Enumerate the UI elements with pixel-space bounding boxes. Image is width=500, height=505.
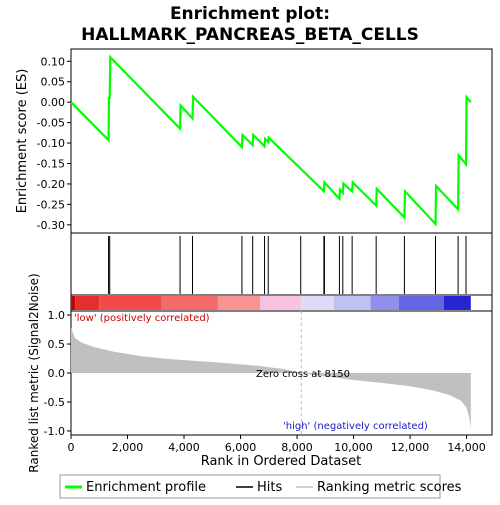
es-ytick-label: -0.20 xyxy=(37,178,65,191)
colorbar-segment xyxy=(217,296,261,310)
es-ylabel: Enrichment score (ES) xyxy=(15,69,30,214)
x-axis-label: Rank in Ordered Dataset xyxy=(201,454,362,469)
es-ytick-label: 0.10 xyxy=(41,55,66,68)
es-layer xyxy=(70,54,472,227)
x-tick-label: 4,000 xyxy=(168,441,200,454)
es-ytick-label: -0.10 xyxy=(37,137,65,150)
colorbar-segment xyxy=(71,296,76,310)
es-curve xyxy=(70,54,472,227)
metric-ytick-label: -1.0 xyxy=(44,425,65,438)
es-ytick-label: -0.30 xyxy=(37,219,65,232)
ticks-layer: 0.100.050.00-0.05-0.10-0.15-0.20-0.25-0.… xyxy=(37,55,486,454)
chart-title-line1: Enrichment plot: xyxy=(170,4,330,24)
x-tick-label: 12,000 xyxy=(391,441,430,454)
es-ytick-label: 0.05 xyxy=(41,76,66,89)
metric-area xyxy=(71,327,471,430)
hits-layer xyxy=(108,236,467,294)
x-tick-label: 10,000 xyxy=(334,441,373,454)
legend: Enrichment profile Hits Ranking metric sco… xyxy=(65,480,462,495)
legend-label: Enrichment profile xyxy=(86,480,206,495)
high-label: 'high' (negatively correlated) xyxy=(283,421,428,432)
colorbar-layer xyxy=(71,296,471,310)
colorbar-segment xyxy=(161,296,218,310)
colorbar-segment xyxy=(301,296,334,310)
metric-ytick-label: -0.5 xyxy=(44,396,65,409)
chart-title-line2: HALLMARK_PANCREAS_BETA_CELLS xyxy=(81,25,419,45)
metric-ylabel: Ranked list metric (Signal2Noise) xyxy=(27,273,41,472)
x-tick-label: 2,000 xyxy=(112,441,144,454)
colorbar-segment xyxy=(75,296,100,310)
colorbar-segment xyxy=(333,296,371,310)
colorbar-segment xyxy=(443,296,471,310)
es-ytick-label: -0.05 xyxy=(37,117,65,130)
es-ytick-label: -0.15 xyxy=(37,157,65,170)
hits-panel-frame xyxy=(70,232,493,296)
es-ytick-label: 0.00 xyxy=(41,96,66,109)
metric-ytick-label: 0.0 xyxy=(48,367,66,380)
colorbar-segment xyxy=(99,296,162,310)
metric-ytick-label: 1.0 xyxy=(48,309,66,322)
metric-layer xyxy=(71,311,471,435)
x-tick-label: 14,000 xyxy=(447,441,486,454)
x-tick-label: 6,000 xyxy=(225,441,257,454)
colorbar-segment xyxy=(370,296,399,310)
es-panel-frame xyxy=(70,48,493,234)
legend-label: Ranking metric scores xyxy=(317,480,462,495)
legend-label: Hits xyxy=(257,480,282,495)
metric-ytick-label: 0.5 xyxy=(48,338,66,351)
x-tick-label: 8,000 xyxy=(281,441,313,454)
zero-cross-label: Zero cross at 8150 xyxy=(256,369,350,380)
low-label: 'low' (positively correlated) xyxy=(74,313,210,324)
es-ytick-label: -0.25 xyxy=(37,198,65,211)
colorbar-segment xyxy=(398,296,444,310)
colorbar-segment xyxy=(260,296,302,310)
x-tick-label: 0 xyxy=(68,441,75,454)
